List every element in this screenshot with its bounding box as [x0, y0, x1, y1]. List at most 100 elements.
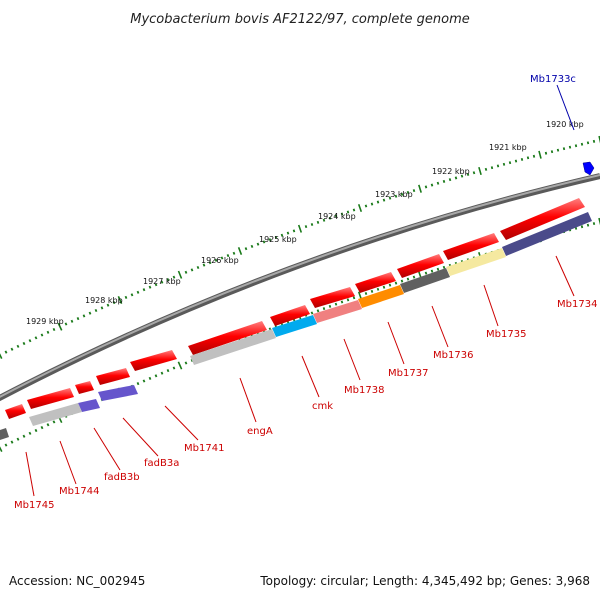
topology-summary: Topology: circular; Length: 4,345,492 bp…	[260, 574, 590, 588]
tick-upper-42	[250, 244, 254, 248]
tick-lower-63	[376, 287, 380, 291]
tick-lower-52	[310, 311, 314, 315]
tick-upper-36	[214, 258, 218, 262]
gene-Mb1745-cds[interactable]	[5, 404, 26, 419]
tick-upper-45	[268, 238, 272, 242]
tick-lower-65	[388, 283, 392, 287]
feature-Mb1734[interactable]	[502, 212, 592, 256]
tick-upper-79	[472, 171, 476, 175]
feature-cmk[interactable]	[272, 315, 317, 337]
cds-forward-track	[5, 198, 585, 419]
label-Mb1735[interactable]: Mb1735	[486, 329, 526, 340]
tick-upper-25	[148, 285, 152, 289]
tick-lower-26	[154, 374, 158, 378]
label-fadB3a[interactable]: fadB3a	[144, 458, 179, 469]
gene-Mb1737-cds[interactable]	[355, 272, 396, 293]
scale-ticks-upper	[0, 135, 600, 359]
tick-upper-43	[256, 242, 260, 246]
leader-Mb1744	[59, 440, 77, 485]
label-Mb1744[interactable]: Mb1744	[59, 486, 99, 497]
tick-upper-55	[328, 216, 332, 220]
feature-Mb1735[interactable]	[446, 248, 506, 276]
feature-fadB3a[interactable]	[98, 385, 138, 401]
label-fadB3b[interactable]: fadB3b	[104, 472, 140, 483]
tick-upper-83	[496, 164, 500, 168]
tick-upper-90	[538, 150, 542, 159]
tick-lower-66	[394, 281, 398, 285]
tick-upper-24	[142, 288, 146, 292]
kbp-label-1923: 1923 kbp	[375, 190, 413, 199]
tick-lower-1	[4, 443, 8, 447]
kbp-label-1924: 1924 kbp	[318, 212, 356, 221]
gene-Mb1741-cds[interactable]	[130, 350, 177, 371]
tick-upper-63	[376, 200, 380, 204]
feature-engA[interactable]	[190, 329, 276, 365]
label-engA[interactable]: engA	[247, 426, 273, 437]
tick-upper-15	[88, 311, 92, 315]
feature-Mb1738[interactable]	[313, 300, 362, 323]
label-Mb1738[interactable]: Mb1738	[344, 385, 384, 396]
tick-upper-100	[598, 135, 600, 144]
label-Mb1734[interactable]: Mb1734	[557, 299, 597, 310]
tick-upper-58	[346, 210, 350, 214]
tick-upper-98	[586, 141, 590, 145]
label-cmk[interactable]: cmk	[312, 401, 333, 412]
feature-Mb1744[interactable]	[29, 403, 82, 426]
tick-upper-16	[94, 308, 98, 313]
tick-lower-9	[52, 420, 56, 424]
tick-upper-18	[106, 303, 110, 307]
kbp-label-1926: 1926 kbp	[201, 256, 239, 265]
gene-Mb1738-cds[interactable]	[310, 287, 355, 308]
tick-upper-31	[184, 270, 188, 274]
label-Mb1736[interactable]: Mb1736	[433, 350, 473, 361]
tick-upper-48	[286, 231, 290, 235]
tick-upper-59	[352, 208, 356, 212]
gene-Mb1733c[interactable]	[582, 161, 595, 176]
feature-Mb1736[interactable]	[400, 268, 450, 293]
label-Mb1745[interactable]: Mb1745	[14, 500, 54, 511]
tick-lower-61	[364, 292, 368, 295]
feature-Mb1737[interactable]	[358, 285, 404, 308]
tick-lower-8	[46, 423, 50, 427]
gene-fadB3b-cds[interactable]	[75, 381, 94, 394]
tick-upper-73	[436, 181, 440, 185]
gene-Mb1744-cds[interactable]	[27, 388, 74, 409]
tick-upper-78	[466, 172, 470, 176]
tick-upper-5	[28, 339, 32, 343]
tick-upper-9	[52, 327, 56, 332]
gene-Mb1735-cds[interactable]	[443, 233, 499, 260]
tick-lower-59	[352, 296, 356, 300]
tick-upper-93	[556, 148, 560, 152]
tick-lower-69	[412, 275, 416, 279]
tick-upper-95	[568, 145, 572, 149]
tick-lower-73	[436, 267, 440, 271]
tick-upper-22	[130, 293, 134, 297]
tick-lower-74	[442, 265, 446, 269]
tick-upper-2	[10, 347, 14, 351]
tick-upper-71	[424, 185, 428, 189]
tick-upper-1	[4, 350, 8, 354]
tick-upper-26	[154, 283, 158, 287]
tick-lower-5	[28, 431, 32, 435]
gene-Mb1734-cds[interactable]	[500, 198, 585, 240]
tick-upper-46	[274, 236, 278, 239]
tick-upper-77	[460, 174, 464, 178]
gene-cmk-cds[interactable]	[270, 305, 310, 326]
gene-engA-cds[interactable]	[188, 321, 267, 355]
label-Mb1741[interactable]: Mb1741	[184, 443, 224, 454]
tick-upper-67	[400, 192, 404, 196]
label-Mb1737[interactable]: Mb1737	[388, 368, 428, 379]
tick-lower-71	[424, 271, 428, 275]
leader-fadB3a	[122, 417, 159, 457]
gene-fadB3a-cds[interactable]	[96, 368, 130, 385]
tick-lower-56	[334, 302, 338, 306]
tick-upper-0	[0, 353, 3, 359]
label-Mb1733c[interactable]: Mb1733c	[530, 74, 576, 85]
gene-Mb1736-cds[interactable]	[397, 254, 444, 278]
tick-upper-56	[334, 214, 338, 218]
tick-upper-94	[562, 147, 566, 151]
tick-upper-47	[280, 233, 284, 237]
feature-Mb1745[interactable]	[0, 428, 9, 440]
tick-upper-32	[190, 268, 194, 272]
feature-fadB3b[interactable]	[78, 399, 100, 412]
